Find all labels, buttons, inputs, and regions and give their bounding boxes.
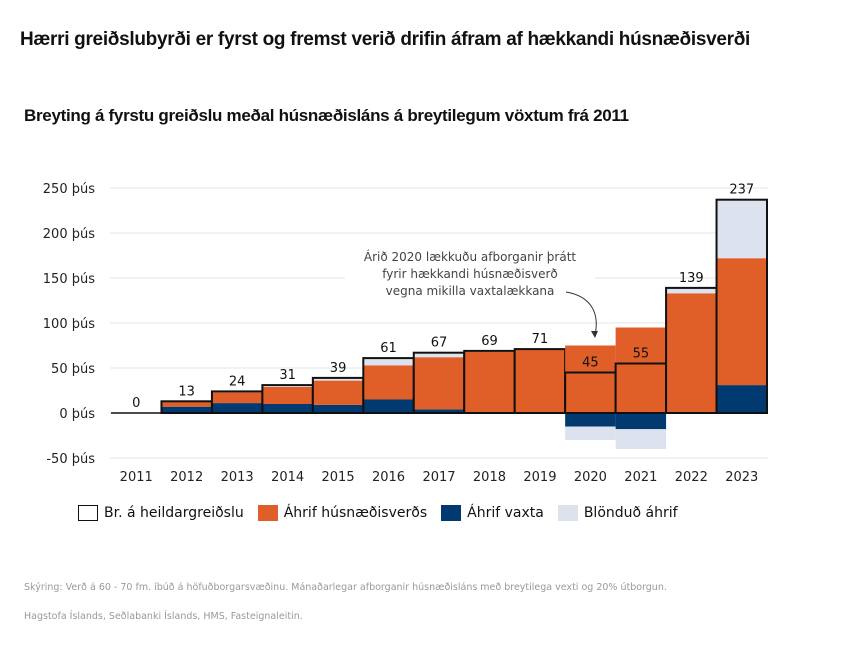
- x-tick-label: 2015: [322, 470, 355, 485]
- legend-item-rates: Áhrif vaxta: [441, 505, 544, 521]
- data-label: 55: [633, 347, 650, 362]
- source-note: Hagstofa Íslands, Seðlabanki Íslands, HM…: [24, 611, 303, 622]
- bar-segment-mixed: [312, 377, 364, 381]
- annotation-background: [345, 247, 595, 297]
- bar-segment-mixed: [615, 429, 667, 449]
- bar-segment-housing: [413, 357, 465, 410]
- chart-title: Hærri greiðslubyrði er fyrst og fremst v…: [20, 29, 751, 50]
- bar-segment-mixed: [716, 199, 767, 259]
- y-tick-label: 50 þús: [51, 362, 95, 377]
- legend-item-housing: Áhrif húsnæðisverðs: [257, 505, 428, 521]
- x-tick-label: 2012: [170, 470, 203, 485]
- bar-segment-rates: [716, 385, 767, 413]
- legend: Br. á heildargreiðslu Áhrif húsnæðisverð…: [78, 505, 692, 521]
- annotation-line-2: fyrir hækkandi húsnæðisverð: [382, 267, 557, 281]
- x-tick-label: 2014: [271, 470, 304, 485]
- annotation-line-3: vegna mikilla vaxtalækkana: [386, 284, 555, 298]
- legend-item-total: Br. á heildargreiðslu: [78, 505, 244, 521]
- bar-segment-rates: [211, 403, 263, 413]
- data-label: 69: [481, 334, 498, 349]
- bar-segment-rates: [565, 413, 616, 427]
- data-label: 139: [679, 271, 704, 286]
- bar-segment-housing: [464, 351, 515, 413]
- bar-segment-housing: [716, 258, 767, 386]
- bar-segment-housing: [615, 327, 667, 413]
- data-label: 67: [431, 336, 448, 351]
- bars: [111, 198, 768, 449]
- data-label: 39: [330, 361, 347, 376]
- legend-swatch-rates: [441, 505, 462, 521]
- x-axis-ticks: 2011 2012 2013 2014 2015 2016 2017 2018 2019 2020…: [120, 470, 759, 485]
- bar-segment-housing: [565, 345, 616, 413]
- legend-swatch-mixed: [557, 505, 578, 521]
- y-tick-label: 0 þús: [59, 407, 95, 422]
- legend-swatch-total: [78, 505, 98, 521]
- data-label: 13: [178, 384, 195, 399]
- y-axis-ticks: -50 þús 0 þús 50 þús 100 þús 150 þús 200 þús 2…: [43, 182, 95, 467]
- data-label: 61: [380, 341, 397, 356]
- x-tick-label: 2017: [422, 470, 455, 485]
- data-label: 45: [582, 356, 599, 371]
- x-tick-label: 2011: [120, 470, 153, 485]
- annotation-arrow-head-icon: [591, 331, 598, 338]
- data-label: 71: [532, 332, 549, 347]
- bar-segment-mixed: [565, 426, 616, 440]
- y-tick-label: 250 þús: [43, 182, 95, 197]
- x-tick-label: 2016: [372, 470, 405, 485]
- data-labels: 0 13 24 31 39 61 67 69 71 45 55 139 237: [132, 183, 754, 411]
- legend-label-rates: Áhrif vaxta: [467, 505, 544, 521]
- x-tick-label: 2020: [574, 470, 607, 485]
- bar-segment-housing: [363, 365, 414, 400]
- bar-segment-housing: [161, 401, 212, 407]
- annotation-line-1: Árið 2020 lækkuðu afborganir þrátt: [364, 249, 577, 264]
- x-tick-label: 2021: [624, 470, 657, 485]
- annotation: Árið 2020 lækkuðu afborganir þrátt fyrir…: [345, 247, 598, 338]
- bar-segment-mixed: [666, 287, 717, 294]
- footnote: Skýring: Verð á 60 - 70 fm. íbúð á höfuð…: [24, 582, 667, 593]
- y-tick-label: 100 þús: [43, 317, 95, 332]
- data-label: 237: [729, 183, 754, 198]
- legend-label-housing: Áhrif húsnæðisverðs: [283, 505, 428, 521]
- bar-segment-rates: [312, 404, 364, 413]
- data-label: 0: [132, 396, 140, 411]
- y-tick-label: -50 þús: [46, 452, 95, 467]
- x-tick-label: 2019: [523, 470, 556, 485]
- bar-segment-housing: [312, 380, 364, 405]
- bar-segment-housing: [666, 293, 717, 413]
- y-tick-label: 150 þús: [43, 272, 95, 287]
- legend-swatch-housing: [257, 505, 278, 521]
- legend-item-mixed: Blönduð áhrif: [557, 505, 678, 521]
- bar-chart: -50 þús 0 þús 50 þús 100 þús 150 þús 200 þús 2…: [43, 182, 768, 485]
- bar-segment-rates: [161, 406, 212, 413]
- bar-segment-housing: [262, 386, 313, 404]
- x-tick-label: 2018: [473, 470, 506, 485]
- data-label: 24: [229, 374, 246, 389]
- x-tick-label: 2023: [725, 470, 758, 485]
- chart-subtitle: Breyting á fyrstu greiðslu meðal húsnæði…: [24, 106, 629, 125]
- bar-segment-rates: [363, 399, 414, 413]
- bar-segment-mixed: [413, 352, 465, 358]
- legend-label-mixed: Blönduð áhrif: [583, 505, 678, 521]
- legend-label-total: Br. á heildargreiðslu: [104, 505, 244, 521]
- bar-segment-mixed: [363, 358, 414, 366]
- y-tick-label: 200 þús: [43, 227, 95, 242]
- bar-segment-housing: [211, 392, 263, 404]
- bar-segment-rates: [262, 404, 313, 413]
- bar-segment-rates: [615, 413, 667, 430]
- x-tick-label: 2022: [675, 470, 708, 485]
- bar-segment-housing: [514, 349, 566, 413]
- data-label: 31: [279, 368, 296, 383]
- x-tick-label: 2013: [221, 470, 254, 485]
- bar-segment-rates: [413, 409, 465, 413]
- annotation-arrow-line: [565, 291, 597, 336]
